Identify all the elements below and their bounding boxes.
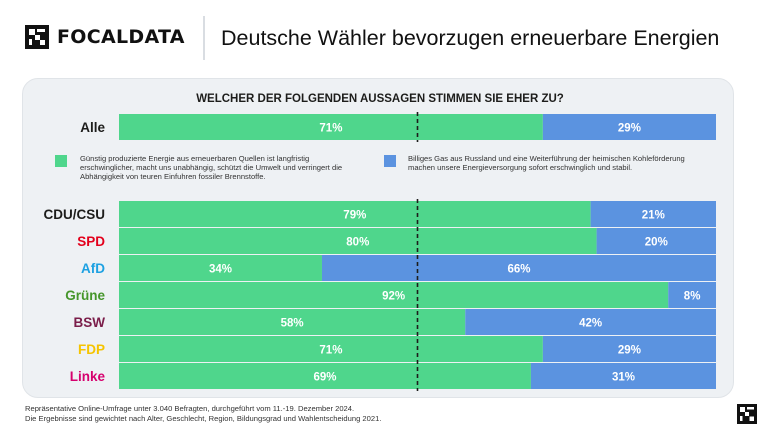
- footnote-line-2: Die Ergebnisse sind gewichtet nach Alter…: [25, 413, 382, 423]
- footnote-line-1: Repräsentative Online-Umfrage unter 3.04…: [25, 404, 355, 413]
- question-heading: WELCHER DER FOLGENDEN AUSSAGEN STIMMEN S…: [196, 93, 564, 105]
- legend-text-green: Günstig produzierte Energie aus erneuerb…: [80, 154, 343, 181]
- legend-text-blue: Billiges Gas aus Russland und eine Weite…: [408, 154, 685, 172]
- brand-name: FOCALDATA: [57, 26, 185, 48]
- chart-card: [22, 78, 734, 398]
- footnote: Repräsentative Online-Umfrage unter 3.04…: [25, 404, 381, 423]
- logo: FOCALDATA: [25, 25, 185, 49]
- header: FOCALDATA Deutsche Wähler bevorzugen ern…: [0, 0, 760, 76]
- page-title: Deutsche Wähler bevorzugen erneuerbare E…: [221, 26, 720, 50]
- header-divider: [203, 16, 205, 60]
- focaldata-logo-icon: [25, 25, 49, 49]
- legend-swatch-green: [55, 155, 67, 167]
- legend-swatch-blue: [384, 155, 396, 167]
- corner-logo-icon: [737, 404, 757, 424]
